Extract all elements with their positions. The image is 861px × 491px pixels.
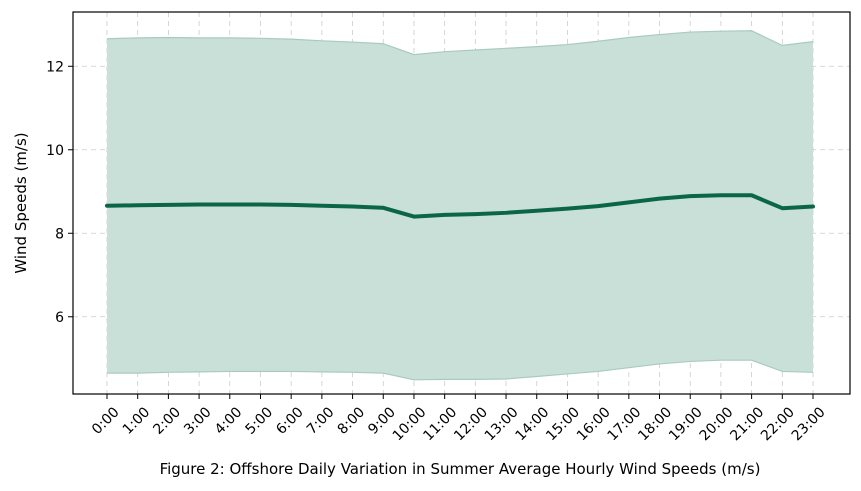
band-upper-edge — [106, 30, 814, 56]
x-tick-label: 0:00 — [89, 404, 123, 438]
plot-area-frame — [72, 11, 851, 395]
x-tick-label: 4:00 — [212, 404, 246, 438]
x-tick-label: 19:00 — [666, 404, 706, 444]
band-lower-edge — [107, 359, 814, 381]
x-tick-label: 6:00 — [273, 404, 307, 438]
x-tick-label: 7:00 — [304, 404, 338, 438]
x-tick-label: 1:00 — [120, 404, 154, 438]
x-tick-label: 18:00 — [635, 404, 675, 444]
x-tick-label: 11:00 — [420, 404, 460, 444]
x-tick-label: 23:00 — [789, 404, 829, 444]
x-tick-label: 22:00 — [758, 404, 798, 444]
x-tick-label: 5:00 — [243, 404, 277, 438]
x-axis-ticks: 0:001:002:003:004:005:006:007:008:009:00… — [89, 394, 829, 444]
y-tick-label: 10 — [46, 143, 64, 159]
x-tick-label: 10:00 — [390, 404, 430, 444]
band-area — [107, 30, 813, 380]
x-tick-label: 3:00 — [181, 404, 215, 438]
confidence-band — [106, 30, 814, 381]
x-axis-label: Figure 2: Offshore Daily Variation in Su… — [160, 460, 761, 478]
x-tick-label: 21:00 — [727, 404, 767, 444]
y-tick-label: 12 — [46, 59, 64, 75]
y-tick-label: 8 — [55, 226, 64, 242]
x-tick-label: 12:00 — [451, 404, 491, 444]
x-tick-label: 14:00 — [512, 404, 552, 444]
x-tick-label: 13:00 — [482, 404, 522, 444]
x-tick-label: 8:00 — [335, 404, 369, 438]
x-tick-label: 2:00 — [150, 404, 184, 438]
x-tick-label: 17:00 — [605, 404, 645, 444]
x-tick-label: 16:00 — [574, 404, 614, 444]
y-axis-label: Wind Speeds (m/s) — [12, 132, 30, 273]
x-tick-label: 15:00 — [543, 404, 583, 444]
y-axis-ticks: 6 8 10 12 — [46, 59, 73, 326]
mean-line-path — [105, 193, 815, 219]
y-tick-label: 6 — [55, 310, 64, 326]
x-tick-label: 20:00 — [697, 404, 737, 444]
mean-line — [105, 193, 815, 219]
